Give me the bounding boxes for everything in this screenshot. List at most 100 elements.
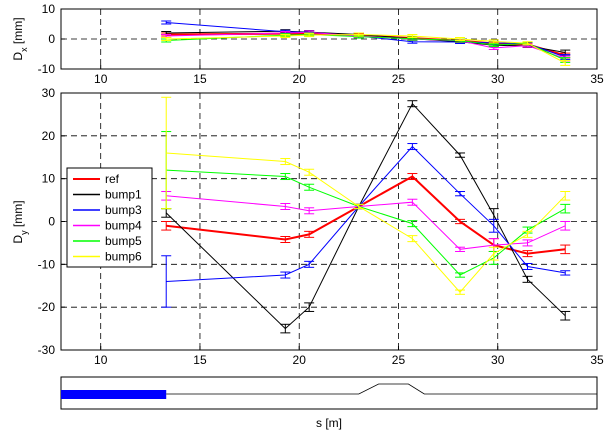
y-tick-label: 10	[42, 172, 56, 186]
x-tick-label: 25	[392, 353, 406, 367]
dx-y-axis-label: Dx [mm]	[11, 17, 29, 60]
beamline-content	[61, 383, 597, 399]
dx-panel: 10 15 20 25 30 35 -10 0 10 Dx [mm]	[11, 2, 604, 86]
dy-ylabel-main: D	[11, 235, 25, 244]
error-bar	[161, 37, 172, 41]
legend-box	[66, 167, 153, 268]
x-tick-label: 15	[193, 353, 207, 367]
error-bar	[560, 203, 571, 214]
y-tick-label: 0	[48, 215, 55, 229]
dy-ticks	[61, 92, 598, 351]
beamline-profile	[166, 383, 597, 395]
error-bar	[407, 235, 418, 243]
error-bar	[455, 289, 466, 295]
error-bar	[161, 255, 172, 308]
error-bar	[407, 173, 418, 181]
error-bar	[488, 218, 499, 233]
series-bump3	[161, 143, 571, 308]
error-bar	[488, 246, 499, 261]
x-tick-label: 35	[590, 72, 604, 86]
error-bar	[304, 302, 315, 312]
error-bar	[407, 220, 418, 228]
legend-label: bump4	[105, 219, 142, 233]
error-bar	[280, 203, 291, 211]
error-bar	[560, 270, 571, 276]
error-bar	[304, 230, 315, 238]
error-bar	[455, 272, 466, 278]
legend-label: ref	[105, 172, 120, 186]
error-bar	[522, 41, 533, 46]
error-bar	[280, 173, 291, 181]
dy-ylabel-sub: y	[19, 230, 29, 235]
error-bar	[407, 143, 418, 151]
y-tick-label: 0	[48, 32, 55, 46]
error-bar	[560, 60, 571, 66]
error-bar	[455, 218, 466, 225]
dx-y-tick-labels: -10 0 10	[38, 2, 56, 76]
error-bar	[522, 239, 533, 247]
legend-label: bump5	[105, 234, 142, 248]
x-tick-label: 35	[590, 353, 604, 367]
error-bar	[280, 158, 291, 166]
error-bar	[488, 39, 499, 44]
x-tick-label: 30	[491, 353, 505, 367]
y-tick-label: -30	[38, 343, 56, 357]
beamline-block	[61, 390, 167, 399]
y-tick-label: 30	[42, 86, 56, 100]
error-bar	[161, 20, 172, 25]
dx-ylabel-main: D	[11, 52, 25, 61]
error-bar	[488, 43, 499, 47]
error-bar	[304, 168, 315, 176]
error-bar	[522, 250, 533, 258]
legend-label: bump3	[105, 203, 142, 217]
error-bar	[522, 262, 533, 270]
beamline-x-axis-label: s [m]	[316, 416, 342, 430]
error-bar	[407, 100, 418, 108]
error-bar	[280, 323, 291, 334]
error-bar	[455, 191, 466, 197]
error-bar	[455, 246, 466, 252]
error-bar	[560, 310, 571, 321]
error-bar	[280, 34, 291, 38]
y-tick-label: -10	[38, 257, 56, 271]
error-bar	[161, 96, 172, 210]
error-bar	[304, 260, 315, 268]
x-tick-label: 10	[94, 353, 108, 367]
error-bar	[280, 235, 291, 243]
error-bar	[455, 37, 466, 41]
x-tick-label: 20	[293, 72, 307, 86]
x-tick-label: 15	[193, 72, 207, 86]
dx-series-group	[161, 20, 571, 66]
error-bar	[280, 271, 291, 279]
legend-label: bump6	[105, 250, 142, 264]
dy-x-tick-labels: 10 15 20 25 30 35	[94, 353, 604, 367]
dy-grid	[61, 93, 597, 350]
series-bump6	[161, 96, 571, 295]
y-tick-label: -20	[38, 300, 56, 314]
dx-plot-area	[60, 8, 598, 70]
dx-ticks	[61, 8, 598, 70]
y-tick-label: 10	[42, 2, 56, 16]
error-bar	[304, 207, 315, 215]
error-bar	[560, 244, 571, 255]
error-bar	[522, 275, 533, 283]
dx-ylabel-sub: x	[19, 47, 29, 52]
error-bar	[560, 191, 571, 201]
error-bar	[455, 152, 466, 158]
x-tick-label: 20	[293, 353, 307, 367]
error-bar	[407, 34, 418, 38]
error-bar	[353, 32, 364, 37]
error-bar	[304, 33, 315, 38]
x-tick-label: 25	[392, 72, 406, 86]
dy-ylabel-unit: [mm]	[11, 200, 25, 230]
error-bar	[560, 221, 571, 231]
y-tick-label: -10	[38, 62, 56, 76]
dy-panel: 10 15 20 25 30 35 -30 -20 -10 0 10 20 30 Dy [mm] re…	[11, 86, 604, 367]
error-bar	[407, 198, 418, 206]
dy-series-group	[161, 96, 571, 334]
dx-ylabel-unit: [mm]	[11, 17, 25, 47]
error-bar	[522, 230, 533, 238]
legend-label: bump1	[105, 188, 142, 202]
series-bump6	[161, 32, 571, 66]
